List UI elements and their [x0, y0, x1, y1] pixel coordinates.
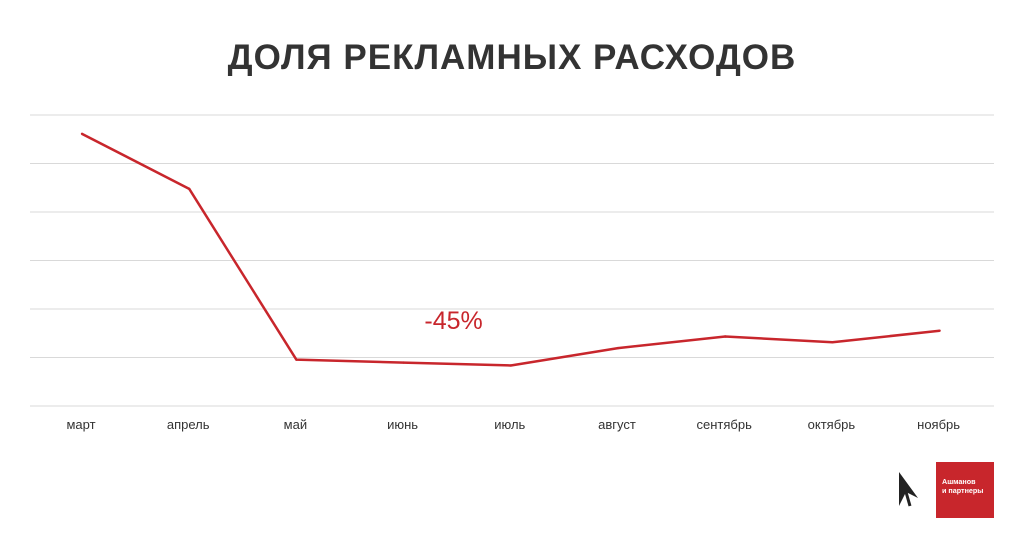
logo-line-2: и партнеры [942, 486, 984, 495]
data-point [188, 187, 191, 191]
logo-badge: Ашманов и партнеры [936, 462, 994, 518]
annotation-label: -45% [424, 307, 482, 335]
x-tick-label: октябрь [808, 417, 856, 432]
data-point [724, 335, 727, 338]
data-point [295, 358, 298, 361]
x-tick-label: июль [494, 417, 525, 432]
logo-line-1: Ашманов [942, 477, 976, 486]
x-tick-label: май [284, 417, 307, 432]
annotations: -45% [424, 307, 482, 335]
data-point [831, 341, 834, 344]
x-axis-labels: март апрель май июнь июль август сентябрь октяб… [66, 417, 960, 432]
cursor-logo-icon [899, 472, 918, 507]
chart-title: ДОЛЯ РЕКЛАМНЫХ РАСХОДОВ [227, 38, 797, 77]
data-point [938, 329, 941, 332]
data-point [509, 364, 512, 367]
data-point [402, 361, 405, 364]
data-point [616, 346, 620, 350]
x-tick-label: март [66, 417, 95, 432]
series-layer [80, 132, 941, 367]
company-logo: Ашманов и партнеры [896, 462, 996, 520]
gridlines [30, 114, 994, 407]
x-tick-label: сентябрь [697, 417, 753, 432]
x-tick-label: июнь [387, 417, 418, 432]
x-tick-label: ноябрь [917, 417, 960, 432]
x-tick-label: апрель [167, 417, 210, 432]
x-tick-label: август [598, 417, 636, 432]
series-line [81, 132, 940, 367]
data-point [80, 132, 84, 136]
